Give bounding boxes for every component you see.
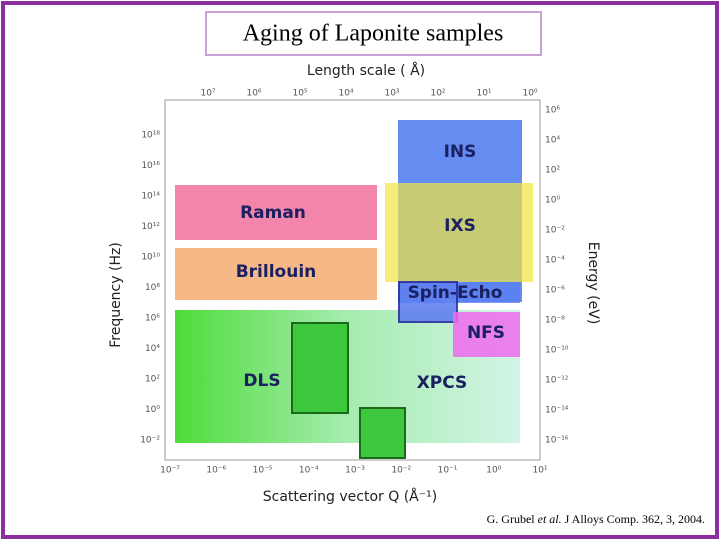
brillouin-region xyxy=(175,248,377,300)
tick-label: 10² xyxy=(545,166,560,176)
tick-label: 10⁻¹⁶ xyxy=(545,436,569,446)
tick-label: 10⁻¹ xyxy=(438,466,458,476)
tick-label: 10¹⁴ xyxy=(141,192,160,202)
tick-label: 10¹⁶ xyxy=(141,161,160,171)
tick-label: 10⁻² xyxy=(391,466,411,476)
slide-title: Aging of Laponite samples xyxy=(243,21,504,47)
axis-label: Frequency (Hz) xyxy=(108,242,124,348)
tick-label: 10⁶ xyxy=(545,106,560,116)
tick-label: 10⁻⁶ xyxy=(206,466,226,476)
region-label: Brillouin xyxy=(236,262,317,282)
tick-label: 10² xyxy=(145,375,160,385)
region-label: XPCS xyxy=(417,373,468,393)
citation-authors: G. Grubel xyxy=(487,512,536,526)
region-label: Raman xyxy=(240,203,306,223)
nfs-region xyxy=(453,312,520,357)
citation-etal: et al. xyxy=(538,512,562,526)
tick-label: 10³ xyxy=(384,89,399,99)
tick-label: 10⁻¹² xyxy=(545,376,569,386)
tick-label: 10⁶ xyxy=(145,314,160,324)
tick-label: 10⁴ xyxy=(338,89,353,99)
citation-ref: J Alloys Comp. 362, 3, 2004. xyxy=(565,512,705,526)
citation: G. Grubel et al. J Alloys Comp. 362, 3, … xyxy=(487,512,705,526)
tick-label: 10⁻⁴ xyxy=(299,466,319,476)
tick-label: 10⁰ xyxy=(486,466,501,476)
tick-label: 10⁻³ xyxy=(345,466,365,476)
tick-label: 10⁻⁸ xyxy=(545,316,565,326)
ticks: 10⁷ 10⁶ 10⁵ 10⁴ 10³ 10² 10¹ 10⁰ 10⁻⁷ 10⁻⁶ 10⁻⁵ 10⁻⁴… xyxy=(140,89,569,476)
title-box xyxy=(205,11,542,56)
tick-label: 10⁴ xyxy=(145,344,160,354)
tick-label: 10⁻⁷ xyxy=(160,466,180,476)
tick-label: 10⁻⁵ xyxy=(253,466,273,476)
tick-label: 10⁰ xyxy=(522,89,537,99)
region-label: INS xyxy=(444,142,477,162)
tick-label: 10⁻² xyxy=(140,436,160,446)
axis-label: Length scale ( Å) xyxy=(307,62,425,79)
tick-label: 10⁻¹⁰ xyxy=(545,346,569,356)
tick-label: 10⁻² xyxy=(545,226,565,236)
axis-label: Energy (eV) xyxy=(585,242,601,325)
tick-label: 10⁰ xyxy=(145,405,160,415)
ixs-region xyxy=(385,183,533,282)
tick-label: 10⁻⁴ xyxy=(545,256,565,266)
tick-label: 10⁵ xyxy=(292,89,307,99)
region-label: NFS xyxy=(467,323,505,343)
tick-label: 10⁻¹⁴ xyxy=(545,406,569,416)
tick-label: 10¹⁸ xyxy=(141,131,160,141)
tick-label: 10¹ xyxy=(532,466,547,476)
dls-box xyxy=(291,322,349,414)
tick-label: 10¹² xyxy=(141,222,160,232)
axis-label: Scattering vector Q (Å⁻¹) xyxy=(263,488,437,505)
tick-label: 10⁷ xyxy=(200,89,215,99)
tick-label: 10⁴ xyxy=(545,136,560,146)
region-label: IXS xyxy=(444,216,476,236)
tick-label: 10⁰ xyxy=(545,196,560,206)
tick-label: 10⁶ xyxy=(246,89,261,99)
plot: INS IXS Raman Brillouin Spin-Echo NFS DL… xyxy=(108,62,601,505)
xpcs-box xyxy=(359,407,406,459)
spin-echo-box xyxy=(398,281,458,323)
region-label: Spin-Echo xyxy=(408,283,503,303)
tick-label: 10¹⁰ xyxy=(141,253,160,263)
tick-label: 10⁸ xyxy=(145,283,160,293)
region-label: DLS xyxy=(243,371,280,391)
tick-label: 10⁻⁶ xyxy=(545,286,565,296)
tick-label: 10¹ xyxy=(476,89,491,99)
raman-region xyxy=(175,185,377,240)
tick-label: 10² xyxy=(430,89,445,99)
